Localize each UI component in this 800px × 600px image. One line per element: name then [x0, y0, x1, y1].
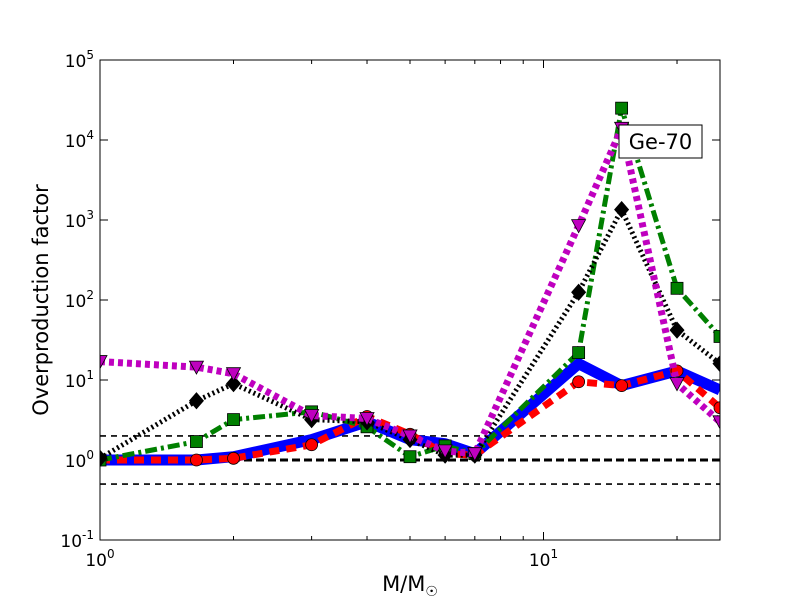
data-point-square — [190, 435, 203, 448]
data-point-square — [403, 450, 417, 464]
data-point-circle — [190, 453, 203, 467]
tick-label: 101 — [65, 368, 94, 392]
annotation-frame — [618, 124, 703, 159]
data-point-square — [615, 101, 629, 115]
data-point-diamond — [712, 355, 720, 373]
data-point-square — [670, 281, 684, 295]
x-axis-title-main: M/M — [382, 572, 425, 596]
data-point-triangle — [225, 367, 242, 382]
data-point-diamond — [571, 283, 587, 301]
tick-label-base: 10 — [65, 372, 87, 392]
annotation-box: Ge-70 — [618, 124, 703, 159]
data-point-circle — [305, 438, 319, 452]
data-point-triangle — [712, 415, 720, 430]
data-point-triangle — [100, 355, 108, 370]
tick-label: 10-1 — [60, 528, 94, 552]
tick-label: 102 — [65, 288, 94, 312]
annotation-label: Ge-70 — [629, 130, 693, 154]
tick-label-exponent: 0 — [86, 448, 94, 462]
tick-label-base: 10 — [60, 532, 82, 552]
series-triangle-down-4 — [100, 121, 720, 462]
tick-label-exponent: 0 — [107, 547, 115, 561]
series-line — [100, 207, 720, 461]
data-point-triangle — [188, 360, 205, 375]
tick-label-exponent: 3 — [86, 208, 94, 222]
tick-label: 105 — [65, 48, 94, 72]
data-point-triangle — [359, 412, 375, 427]
tick-label-exponent: 1 — [86, 368, 94, 382]
tick-label-base: 10 — [65, 452, 87, 472]
tick-label-base: 10 — [529, 551, 551, 571]
data-point-diamond — [100, 449, 108, 467]
data-point-square — [713, 330, 720, 343]
tick-label-exponent: 4 — [86, 128, 94, 142]
series-diamond-3 — [100, 200, 720, 467]
tick-label: 100 — [85, 547, 114, 571]
tick-label-exponent: -1 — [82, 528, 94, 542]
data-point-circle — [713, 401, 720, 415]
tick-label-base: 10 — [65, 292, 87, 312]
tick-label: 100 — [65, 448, 94, 472]
data-point-triangle — [303, 409, 320, 424]
tick-label: 103 — [65, 208, 94, 232]
data-point-diamond — [188, 392, 204, 410]
series-line — [100, 105, 720, 463]
y-axis-title: Overproduction factor — [29, 184, 53, 416]
series-line — [100, 124, 720, 458]
x-axis-title-sub: ☉ — [425, 584, 438, 600]
data-point-circle — [572, 375, 586, 389]
tick-label-base: 10 — [85, 551, 107, 571]
data-point-circle — [615, 379, 629, 393]
tick-label-base: 10 — [65, 212, 87, 232]
tick-label-exponent: 1 — [551, 547, 559, 561]
data-point-triangle — [669, 377, 685, 392]
data-point-square — [227, 413, 240, 426]
tick-label-exponent: 2 — [86, 288, 94, 302]
data-point-triangle — [437, 444, 453, 459]
data-point-diamond — [614, 200, 630, 219]
tick-label: 101 — [529, 547, 558, 571]
data-point-triangle — [467, 447, 483, 462]
tick-label-exponent: 5 — [86, 48, 94, 62]
data-point-circle — [227, 451, 240, 465]
data-point-diamond — [669, 321, 685, 339]
tick-label-base: 10 — [65, 52, 87, 72]
tick-label-base: 10 — [65, 132, 87, 152]
data-point-triangle — [570, 219, 587, 234]
data-point-triangle — [402, 429, 418, 444]
tick-label: 104 — [65, 128, 94, 152]
data-point-square — [572, 346, 586, 360]
x-axis-title: M/M☉ — [382, 572, 438, 600]
data-point-diamond — [225, 375, 242, 393]
